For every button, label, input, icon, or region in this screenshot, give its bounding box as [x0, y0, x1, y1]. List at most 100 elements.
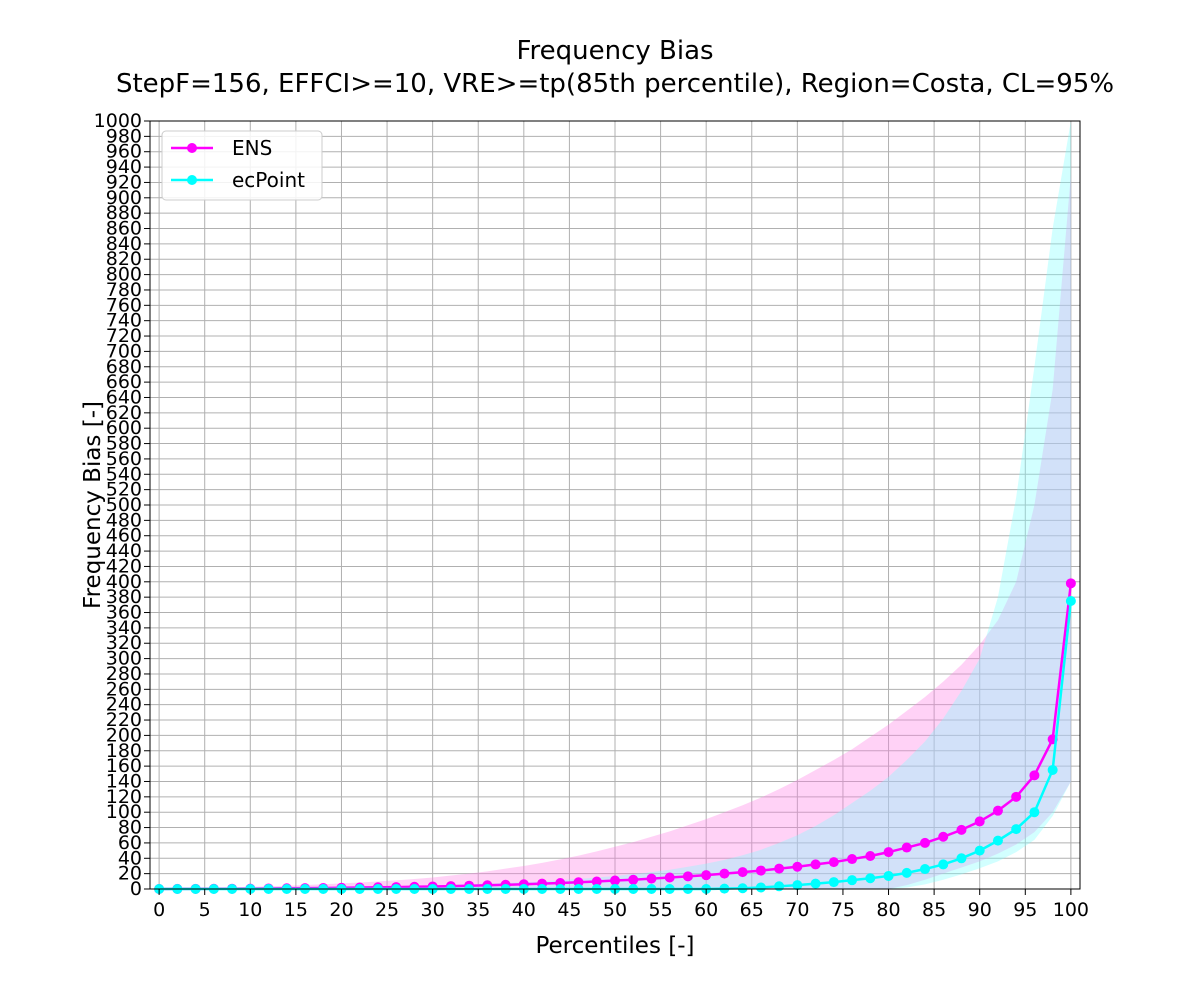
x-axis-ticks: 0 5 10 15 20 25 30 35 40 45 50 55 60 65 70 75 80 85 90 95 10…: [153, 889, 1089, 921]
x-tick-label: 0: [153, 899, 165, 921]
y-tick-label: 320: [106, 632, 142, 654]
x-tick-label: 45: [557, 899, 581, 921]
ecpoint-point: [1047, 764, 1058, 775]
y-tick-label: 900: [106, 187, 142, 209]
y-tick-label: 40: [118, 847, 142, 869]
y-tick-label: 520: [106, 479, 142, 501]
ecpoint-point: [974, 845, 985, 856]
y-tick-label: 140: [106, 770, 142, 792]
ecpoint-point: [1029, 807, 1040, 818]
ens-point: [1011, 791, 1022, 802]
ecpoint-point: [810, 878, 821, 889]
ens-point: [847, 854, 858, 865]
x-tick-label: 60: [694, 899, 718, 921]
ecpoint-point: [883, 870, 894, 881]
y-tick-label: 260: [106, 678, 142, 700]
y-tick-label: 1000: [94, 110, 142, 132]
ecpoint-point: [1011, 824, 1022, 835]
ens-point: [938, 831, 949, 842]
legend: ENS ecPoint: [161, 130, 323, 201]
ens-point: [1029, 770, 1040, 781]
y-tick-label: 160: [106, 755, 142, 777]
y-tick-label: 0: [130, 878, 142, 900]
x-tick-label: 30: [421, 899, 445, 921]
ens-point: [719, 868, 730, 879]
ecpoint-point: [792, 880, 803, 891]
x-tick-label: 90: [968, 899, 992, 921]
y-tick-label: 480: [106, 509, 142, 531]
legend-ens-marker: [187, 143, 197, 153]
ens-point: [865, 850, 876, 861]
x-tick-label: 85: [922, 899, 946, 921]
y-tick-label: 540: [106, 463, 142, 485]
y-tick-label: 80: [118, 817, 142, 839]
x-tick-label: 35: [466, 899, 490, 921]
ecpoint-point: [847, 875, 858, 886]
x-tick-label: 95: [1013, 899, 1037, 921]
x-tick-label: 80: [876, 899, 900, 921]
ens-point: [792, 861, 803, 872]
x-tick-label: 10: [238, 899, 262, 921]
y-tick-label: 920: [106, 171, 142, 193]
y-tick-label: 340: [106, 617, 142, 639]
ens-point: [664, 872, 675, 883]
y-tick-label: 700: [106, 340, 142, 362]
ens-point: [1065, 578, 1076, 589]
legend-ecpoint-label: ecPoint: [232, 168, 305, 192]
ecpoint-point: [755, 882, 766, 893]
y-tick-label: 800: [106, 264, 142, 286]
x-axis-label: Percentiles [-]: [535, 933, 694, 959]
ecpoint-point: [737, 883, 748, 894]
ecpoint-ci-band: [159, 121, 1071, 889]
y-tick-label: 780: [106, 279, 142, 301]
y-tick-label: 500: [106, 494, 142, 516]
y-tick-label: 200: [106, 724, 142, 746]
x-tick-label: 20: [329, 899, 353, 921]
y-tick-label: 360: [106, 602, 142, 624]
ecpoint-point: [901, 867, 912, 878]
ens-point: [956, 824, 967, 835]
ens-point: [774, 863, 785, 874]
x-tick-label: 40: [512, 899, 536, 921]
ecpoint-point: [774, 881, 785, 892]
y-tick-label: 880: [106, 202, 142, 224]
ens-point: [901, 842, 912, 853]
x-tick-label: 5: [199, 899, 211, 921]
x-tick-label: 70: [785, 899, 809, 921]
y-tick-label: 460: [106, 525, 142, 547]
x-tick-label: 55: [648, 899, 672, 921]
ecpoint-point: [938, 859, 949, 870]
y-tick-label: 600: [106, 417, 142, 439]
legend-ens-label: ENS: [232, 136, 272, 160]
y-tick-label: 720: [106, 325, 142, 347]
y-tick-label: 680: [106, 356, 142, 378]
y-tick-label: 960: [106, 141, 142, 163]
y-tick-label: 940: [106, 156, 142, 178]
y-tick-label: 660: [106, 371, 142, 393]
ens-point: [591, 876, 602, 887]
y-tick-label: 740: [106, 310, 142, 332]
x-tick-label: 100: [1053, 899, 1089, 921]
y-tick-label: 820: [106, 248, 142, 270]
ecpoint-point: [865, 873, 876, 884]
chart-subtitle: StepF=156, EFFCI>=10, VRE>=tp(85th perce…: [116, 69, 1114, 99]
y-tick-label: 860: [106, 218, 142, 240]
y-tick-label: 640: [106, 386, 142, 408]
y-tick-label: 60: [118, 832, 142, 854]
ecpoint-point: [956, 853, 967, 864]
x-tick-label: 75: [831, 899, 855, 921]
x-tick-label: 15: [284, 899, 308, 921]
ecpoint-point: [992, 835, 1003, 846]
x-tick-label: 25: [375, 899, 399, 921]
y-tick-label: 300: [106, 648, 142, 670]
y-tick-label: 400: [106, 571, 142, 593]
legend-ecpoint-marker: [187, 175, 197, 185]
y-tick-label: 240: [106, 694, 142, 716]
y-tick-label: 280: [106, 663, 142, 685]
y-tick-label: 380: [106, 586, 142, 608]
y-tick-label: 180: [106, 740, 142, 762]
y-tick-label: 100: [106, 801, 142, 823]
x-tick-label: 50: [603, 899, 627, 921]
x-tick-label: 65: [740, 899, 764, 921]
